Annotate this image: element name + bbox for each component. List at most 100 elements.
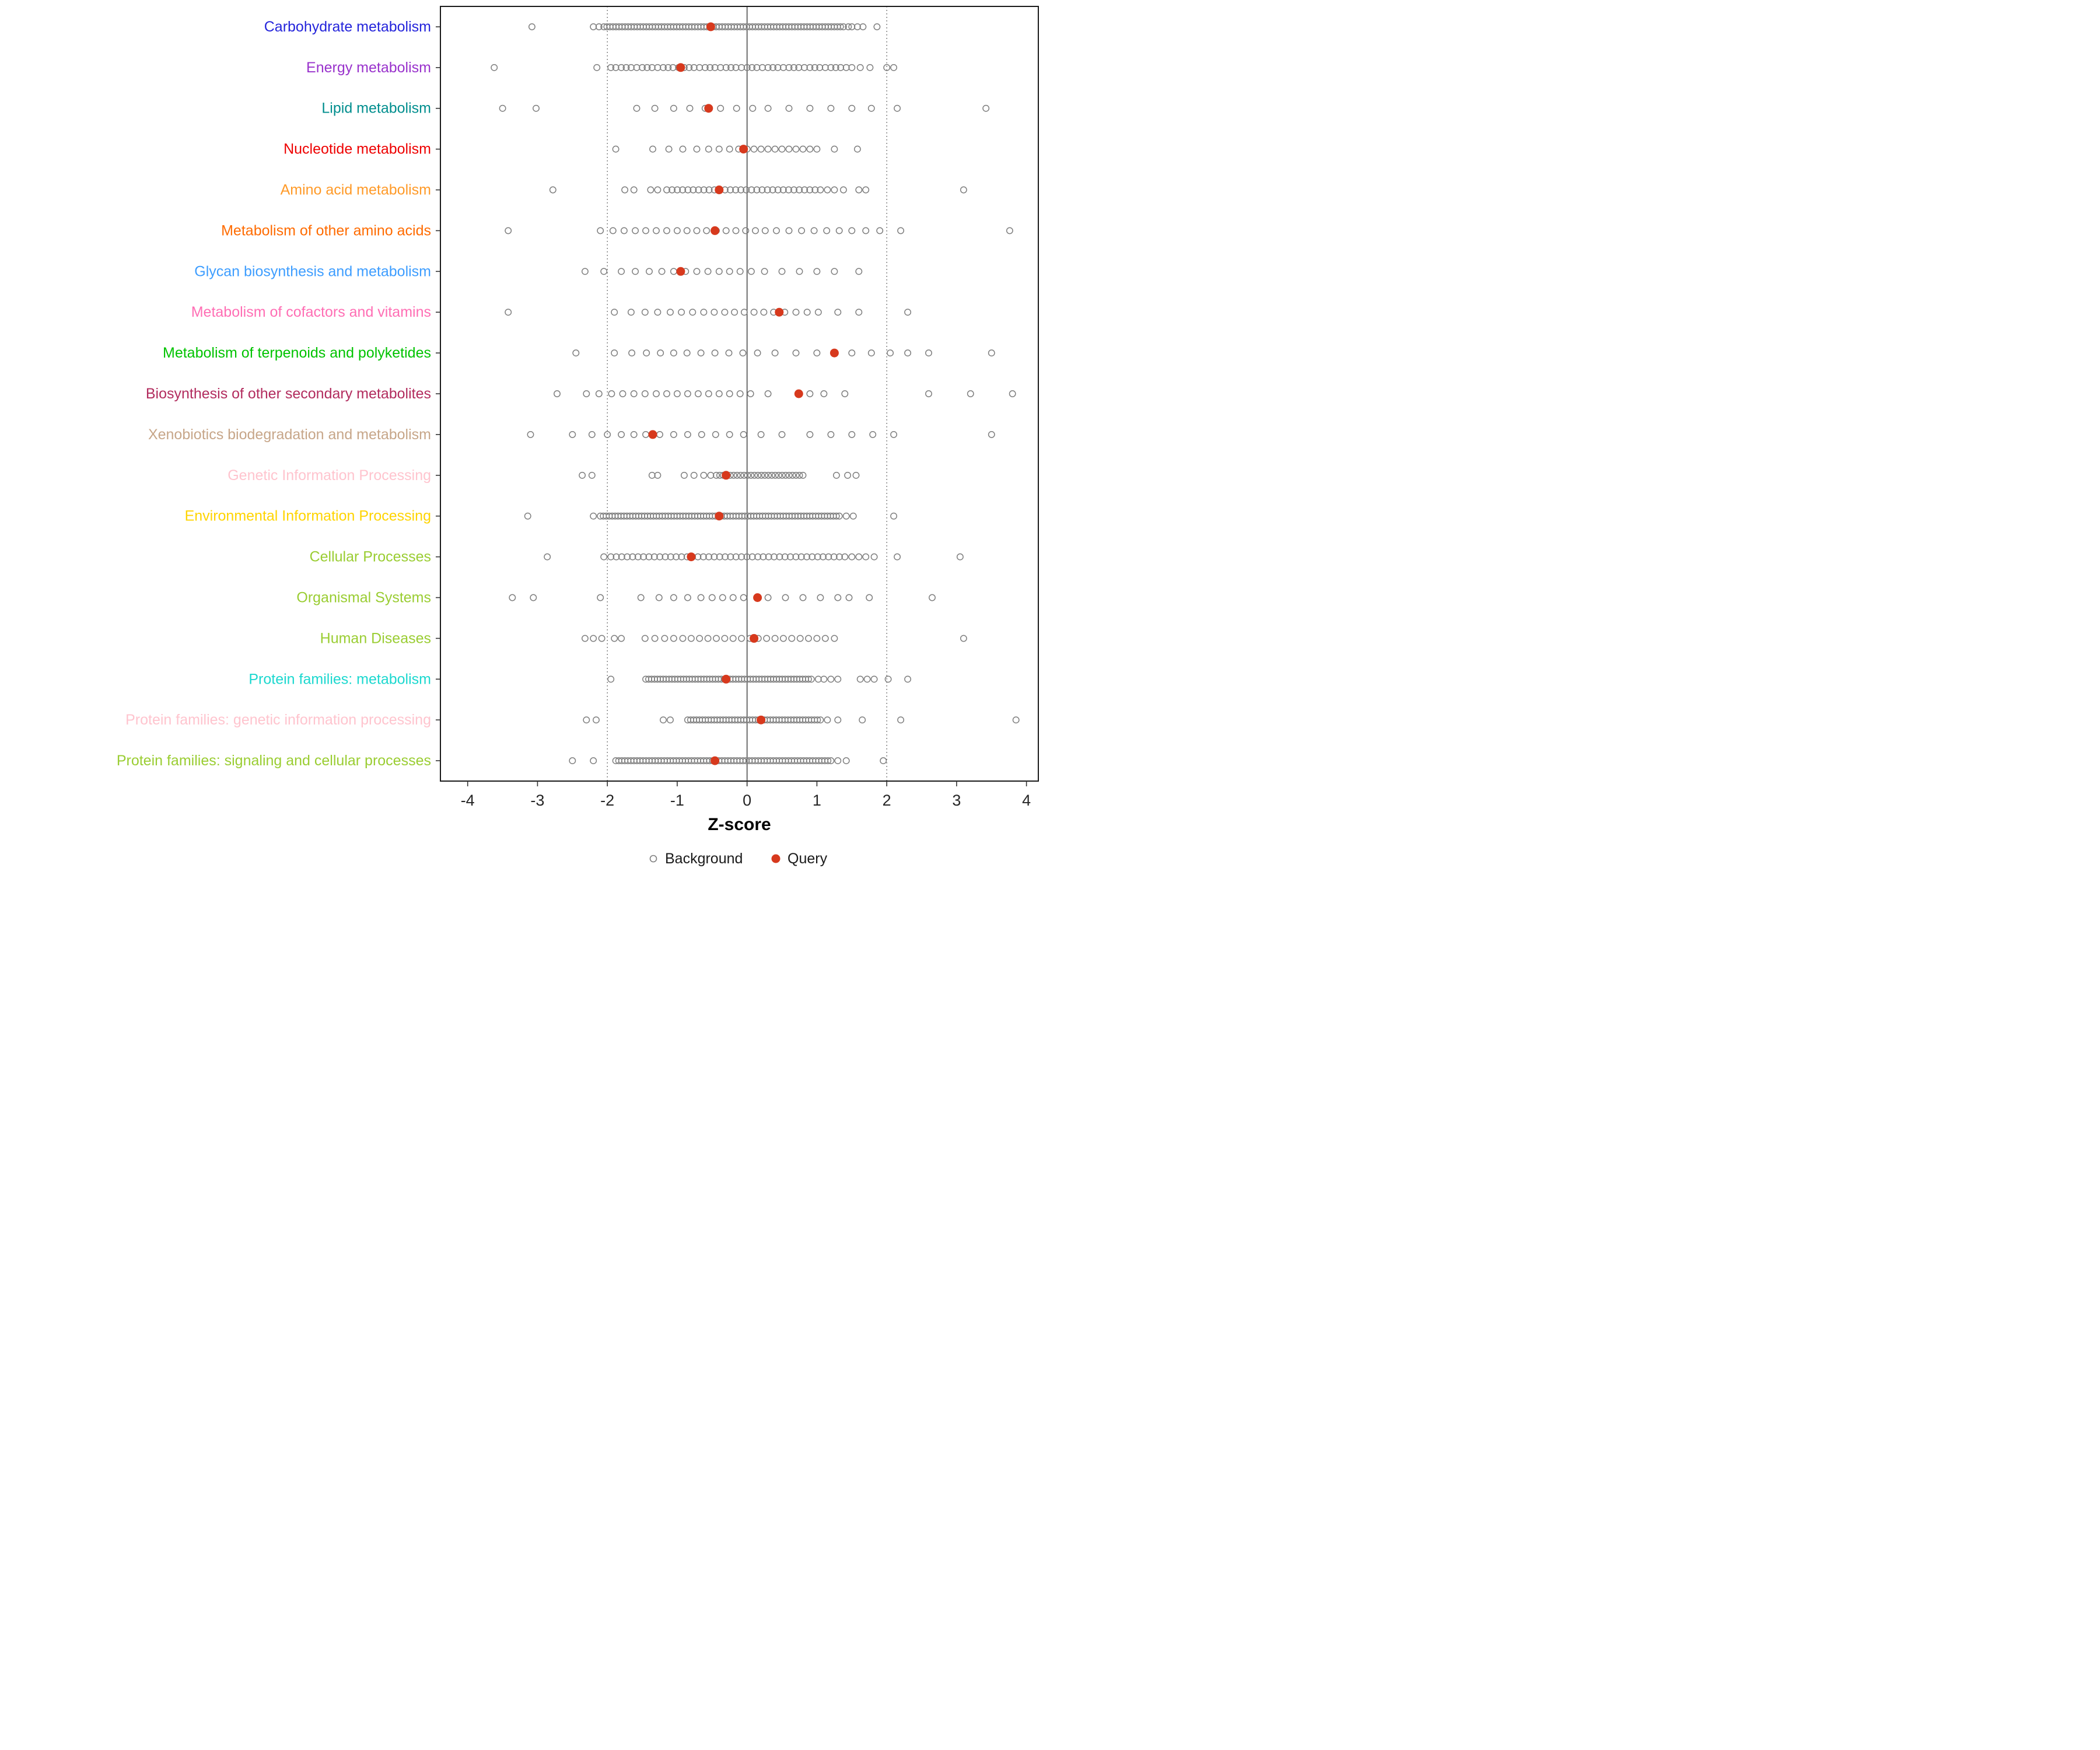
background-point	[760, 309, 768, 316]
background-point	[683, 227, 691, 235]
background-point	[627, 64, 635, 71]
background-point	[787, 553, 794, 561]
background-point	[821, 635, 829, 642]
background-point	[805, 635, 812, 642]
background-point	[772, 471, 779, 479]
y-axis-label: Environmental Information Processing	[185, 508, 431, 524]
y-axis-label: Cellular Processes	[310, 549, 431, 565]
background-point	[925, 390, 932, 397]
background-point	[834, 676, 842, 683]
background-point	[792, 349, 800, 357]
background-point	[956, 553, 964, 561]
background-point	[835, 512, 843, 520]
background-point	[790, 186, 797, 194]
background-point	[715, 268, 723, 275]
background-point	[849, 512, 857, 520]
background-point	[731, 309, 738, 316]
background-point	[870, 553, 878, 561]
background-point	[796, 268, 803, 275]
background-point	[761, 227, 769, 235]
background-point	[646, 268, 653, 275]
background-point	[754, 471, 762, 479]
background-point	[869, 430, 877, 438]
background-point	[743, 186, 750, 194]
background-point	[763, 635, 771, 642]
background-point	[929, 594, 936, 601]
background-point	[588, 430, 596, 438]
background-point	[632, 227, 639, 235]
background-point	[612, 145, 620, 153]
background-point	[738, 553, 746, 561]
y-axis-label: Energy metabolism	[306, 60, 431, 76]
background-point	[792, 309, 800, 316]
background-point	[808, 553, 816, 561]
background-point	[764, 594, 772, 601]
x-tick-label: 1	[813, 792, 821, 809]
background-point	[845, 594, 853, 601]
background-point	[583, 716, 590, 724]
background-point	[831, 635, 838, 642]
background-point	[820, 390, 828, 397]
background-point	[740, 594, 747, 601]
background-point	[715, 145, 723, 153]
background-point	[684, 430, 691, 438]
background-point	[747, 471, 755, 479]
background-point	[590, 635, 597, 642]
background-point	[655, 594, 663, 601]
query-point	[704, 104, 713, 113]
background-point	[727, 64, 735, 71]
background-point	[856, 64, 864, 71]
background-point	[873, 23, 881, 30]
background-point	[830, 553, 838, 561]
background-point	[569, 430, 576, 438]
y-axis-label: Metabolism of terpenoids and polyketides	[163, 345, 431, 361]
background-point	[618, 430, 625, 438]
background-point	[699, 553, 707, 561]
background-point	[855, 186, 863, 194]
background-point	[598, 635, 606, 642]
background-point	[742, 227, 750, 235]
legend-query-label: Query	[788, 850, 828, 867]
background-point	[925, 349, 932, 357]
background-point	[722, 64, 730, 71]
query-point	[706, 22, 715, 32]
background-point	[643, 64, 651, 71]
background-point	[866, 64, 874, 71]
background-point	[806, 64, 814, 71]
background-point	[721, 309, 729, 316]
background-point	[581, 268, 589, 275]
background-point	[667, 309, 674, 316]
background-point	[806, 104, 814, 112]
background-point	[624, 553, 631, 561]
background-point	[827, 757, 835, 765]
query-point	[710, 756, 720, 765]
background-point	[733, 471, 741, 479]
background-point	[1006, 227, 1013, 235]
background-point	[782, 471, 789, 479]
background-point	[593, 64, 601, 71]
background-point	[782, 594, 789, 601]
background-point	[685, 64, 693, 71]
background-point	[771, 635, 779, 642]
background-point	[988, 349, 995, 357]
background-point	[604, 430, 611, 438]
background-point	[799, 145, 807, 153]
background-point	[817, 716, 824, 724]
background-point	[581, 635, 589, 642]
background-point	[825, 553, 832, 561]
background-point	[797, 553, 805, 561]
query-point	[715, 512, 724, 521]
background-point	[722, 553, 729, 561]
background-point	[647, 186, 654, 194]
panel-border	[440, 6, 1039, 782]
background-point	[607, 64, 615, 71]
background-point	[834, 309, 842, 316]
background-point	[779, 635, 787, 642]
background-point	[834, 757, 842, 765]
background-point	[982, 104, 990, 112]
background-point	[700, 186, 708, 194]
background-point	[897, 716, 905, 724]
background-point	[836, 553, 843, 561]
background-point	[744, 471, 751, 479]
background-point	[753, 64, 761, 71]
